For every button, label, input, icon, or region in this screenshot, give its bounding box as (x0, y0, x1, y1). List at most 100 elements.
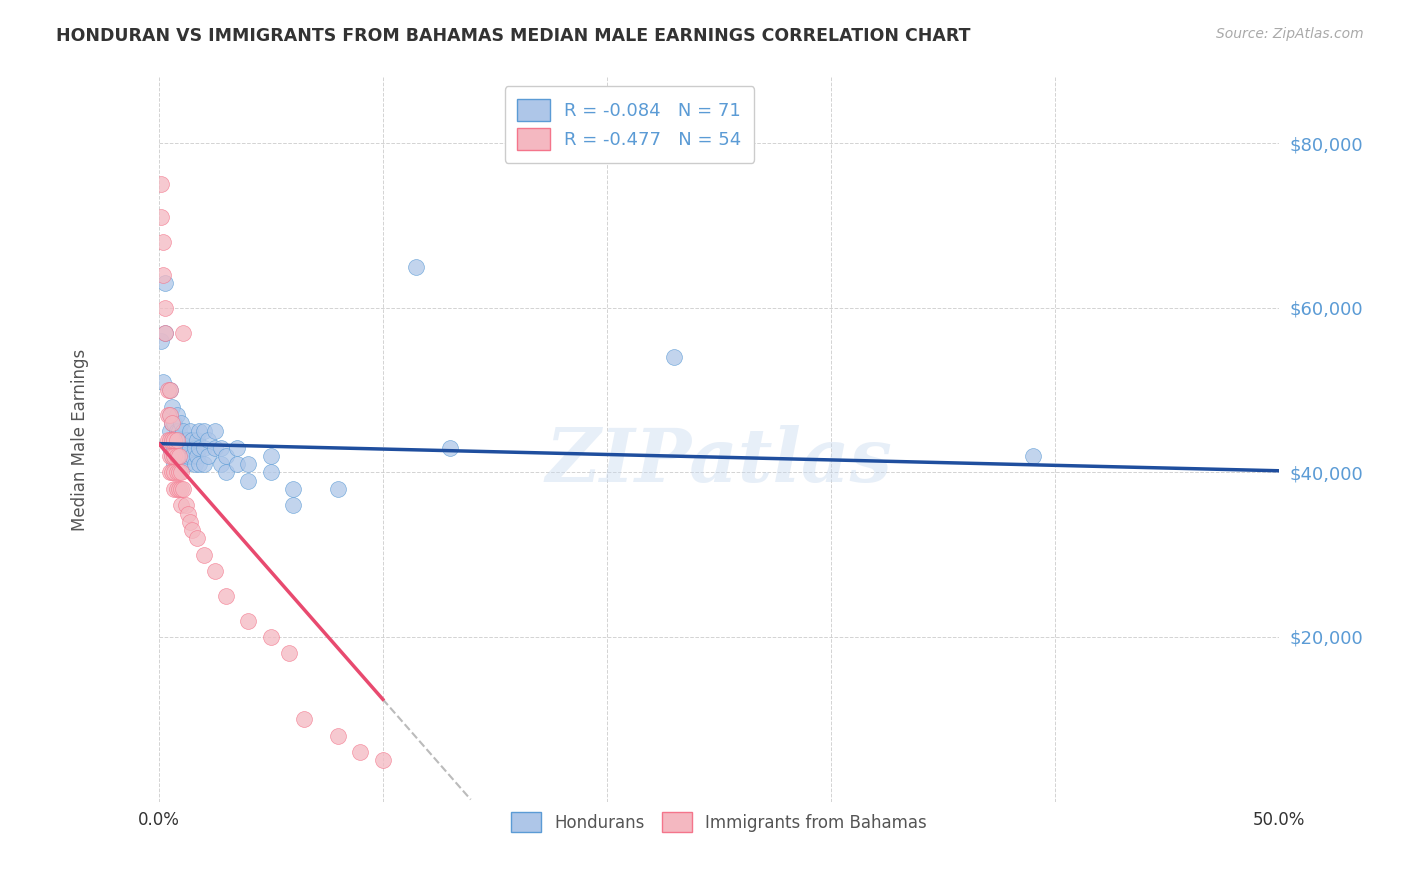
Point (167, 433, 190, 447)
Point (152, 375, 174, 389)
Point (167, 441, 190, 455)
Point (174, 499, 197, 513)
Point (177, 433, 200, 447)
Point (181, 449, 204, 463)
Point (167, 457, 190, 471)
Point (177, 507, 200, 521)
Point (163, 433, 186, 447)
Point (163, 449, 186, 463)
Point (152, 235, 174, 249)
Point (174, 441, 197, 455)
Point (160, 433, 183, 447)
Point (292, 712, 315, 726)
Point (215, 466, 238, 480)
Point (170, 449, 193, 463)
Point (188, 457, 211, 471)
Point (193, 548, 215, 562)
Point (167, 466, 190, 480)
Point (172, 441, 194, 455)
Point (186, 449, 208, 463)
Point (159, 441, 181, 455)
Point (188, 441, 211, 455)
Point (159, 383, 181, 397)
Point (166, 424, 188, 438)
Point (193, 441, 215, 455)
Point (326, 482, 349, 496)
Point (181, 433, 204, 447)
Point (160, 433, 183, 447)
Point (283, 499, 305, 513)
Point (172, 482, 194, 496)
Point (160, 466, 183, 480)
Point (179, 441, 201, 455)
Point (156, 383, 179, 397)
Point (215, 449, 238, 463)
Text: ZIPatlas: ZIPatlas (546, 425, 893, 498)
Point (155, 326, 177, 340)
Text: Source: ZipAtlas.com: Source: ZipAtlas.com (1216, 27, 1364, 41)
Y-axis label: Median Male Earnings: Median Male Earnings (72, 349, 89, 531)
Point (209, 441, 232, 455)
Point (260, 449, 283, 463)
Point (174, 433, 197, 447)
Point (155, 326, 177, 340)
Point (371, 754, 394, 768)
Point (166, 482, 188, 496)
Point (163, 441, 186, 455)
Point (170, 482, 193, 496)
Point (160, 416, 183, 430)
Point (159, 408, 181, 422)
Point (159, 408, 181, 422)
Point (149, 334, 172, 348)
Point (277, 647, 299, 661)
Point (260, 466, 283, 480)
Point (163, 482, 186, 496)
Point (186, 433, 208, 447)
Point (160, 449, 183, 463)
Point (226, 441, 249, 455)
Point (166, 433, 188, 447)
Point (186, 531, 208, 545)
Point (166, 466, 188, 480)
Point (156, 408, 179, 422)
Point (197, 449, 219, 463)
Point (166, 408, 188, 422)
Point (166, 441, 188, 455)
Point (149, 178, 172, 192)
Point (193, 457, 215, 471)
Point (209, 457, 232, 471)
Point (170, 499, 193, 513)
Point (156, 433, 179, 447)
Point (167, 424, 190, 438)
Point (163, 433, 186, 447)
Point (166, 449, 188, 463)
Point (159, 449, 181, 463)
Point (283, 482, 305, 496)
Point (170, 466, 193, 480)
Point (166, 449, 188, 463)
Point (215, 589, 238, 603)
Point (160, 400, 183, 414)
Point (159, 383, 181, 397)
Point (167, 449, 190, 463)
Point (179, 424, 201, 438)
Point (163, 466, 186, 480)
Point (238, 457, 260, 471)
Point (226, 457, 249, 471)
Point (170, 416, 193, 430)
Point (174, 457, 197, 471)
Point (260, 630, 283, 644)
Point (326, 729, 349, 743)
Point (183, 457, 205, 471)
Point (172, 449, 194, 463)
Text: HONDURAN VS IMMIGRANTS FROM BAHAMAS MEDIAN MALE EARNINGS CORRELATION CHART: HONDURAN VS IMMIGRANTS FROM BAHAMAS MEDI… (56, 27, 970, 45)
Point (160, 449, 183, 463)
Point (167, 482, 190, 496)
Point (204, 424, 226, 438)
Point (439, 441, 461, 455)
Point (152, 268, 174, 282)
Point (172, 424, 194, 438)
Point (155, 301, 177, 315)
Point (159, 433, 181, 447)
Point (1022, 449, 1045, 463)
